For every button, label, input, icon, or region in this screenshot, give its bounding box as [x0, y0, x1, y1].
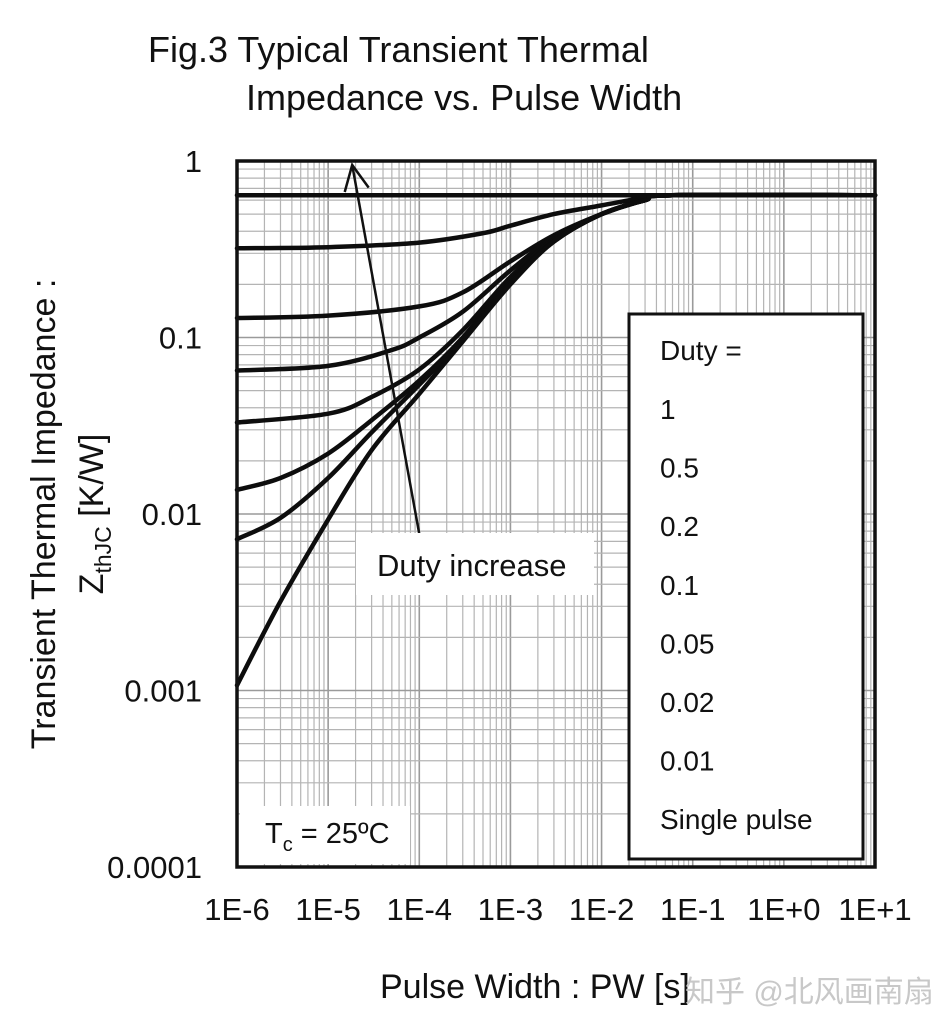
- chart-title-line-2: Impedance vs. Pulse Width: [246, 77, 682, 118]
- x-tick-label: 1E-1: [660, 892, 725, 927]
- y-tick-label: 0.1: [159, 321, 202, 356]
- y-axis-label-line-2: ZthJC [K/W]: [73, 434, 116, 595]
- x-tick-label: 1E-5: [295, 892, 360, 927]
- z-unit: [K/W]: [73, 434, 111, 527]
- annotation-background: [356, 533, 594, 595]
- y-axis-label-line-1: Transient Thermal Impedance :: [25, 279, 63, 750]
- arrow-head-icon: [343, 162, 370, 193]
- z-symbol: Z: [73, 574, 111, 595]
- y-axis-label: Transient Thermal Impedance : ZthJC [K/W…: [25, 279, 116, 750]
- legend-header: Duty =: [660, 335, 742, 366]
- x-axis-ticks: 1E-6 1E-5 1E-4 1E-3 1E-2 1E-1 1E+0 1E+1: [204, 892, 911, 927]
- y-tick-label: 0.0001: [107, 850, 202, 885]
- tc-subscript: c: [283, 834, 293, 856]
- legend-entry: 0.5: [660, 453, 699, 484]
- legend-entry: 1: [660, 394, 676, 425]
- y-axis-ticks: 1 0.1 0.01 0.001 0.0001: [107, 144, 202, 885]
- y-tick-label: 0.01: [142, 497, 202, 532]
- series-line-duty-single-pulse: [234, 192, 878, 688]
- x-tick-label: 1E-6: [204, 892, 269, 927]
- plot-frame: [235, 159, 877, 869]
- case-temperature-label: Tc = 25ºC: [240, 806, 410, 864]
- z-subscript: thJC: [90, 526, 116, 573]
- case-temperature-background: [240, 806, 410, 864]
- legend-entry: 0.1: [660, 570, 699, 601]
- x-tick-label: 1E-4: [387, 892, 452, 927]
- x-tick-label: 1E-3: [478, 892, 543, 927]
- legend-entry: 0.2: [660, 511, 699, 542]
- case-temperature-text: Tc = 25ºC: [265, 818, 390, 856]
- legend-entry: Single pulse: [660, 804, 813, 835]
- legend: Duty = 1 0.5 0.2 0.1 0.05 0.02 0.01 Single puls…: [627, 312, 865, 861]
- curves: [234, 192, 878, 688]
- tc-symbol: T: [265, 818, 283, 850]
- duty-increase-annotation: Duty increase: [343, 162, 594, 595]
- chart-title-line-1: Fig.3 Typical Transient Thermal: [148, 29, 649, 70]
- x-tick-label: 1E+1: [838, 892, 911, 927]
- x-tick-label: 1E-2: [569, 892, 634, 927]
- chart-title: Fig.3 Typical Transient Thermal Impedanc…: [148, 29, 682, 118]
- tc-value: = 25ºC: [293, 818, 390, 850]
- duty-increase-label: Duty increase: [377, 548, 567, 583]
- legend-entry: 0.02: [660, 687, 715, 718]
- x-axis-label: Pulse Width : PW [s]: [380, 968, 690, 1006]
- y-tick-label: 0.001: [124, 674, 202, 709]
- legend-entry: 0.05: [660, 628, 715, 659]
- y-tick-label: 1: [185, 144, 202, 179]
- legend-box: [627, 312, 865, 861]
- watermark: 知乎 @北风画南扇: [685, 976, 934, 1009]
- legend-entry: 0.01: [660, 746, 715, 777]
- x-tick-label: 1E+0: [747, 892, 820, 927]
- duty-increase-arrow: [350, 164, 421, 535]
